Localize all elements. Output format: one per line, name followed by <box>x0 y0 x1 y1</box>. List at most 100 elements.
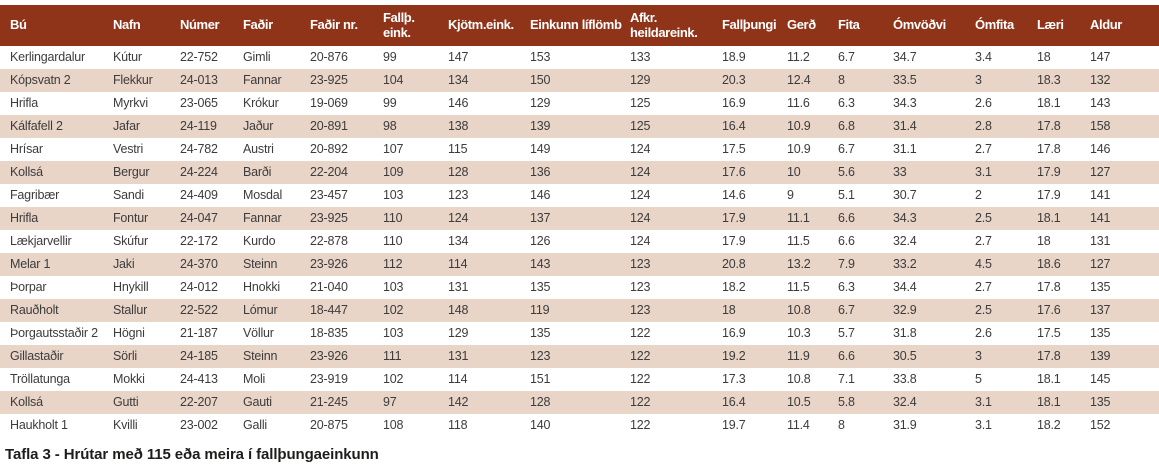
table-cell: 18-447 <box>310 303 348 317</box>
table-cell: 23-926 <box>310 349 348 363</box>
table-cell: 103 <box>383 188 404 202</box>
table-cell: 2.6 <box>975 326 992 340</box>
table-cell: 34.7 <box>893 50 917 64</box>
table-cell: 21-245 <box>310 395 348 409</box>
table-cell: Hnokki <box>243 280 281 294</box>
table-cell: 31.8 <box>893 326 917 340</box>
table-cell: 146 <box>1090 142 1111 156</box>
table-cell: 149 <box>530 142 551 156</box>
table-cell: 17.8 <box>1037 119 1061 133</box>
table-cell: 10.9 <box>787 119 811 133</box>
table-row: Tröllatunga Mokki 24-413 Moli 23-919 102 114 15… <box>0 368 1159 391</box>
table-cell: 7.9 <box>838 257 855 271</box>
table-cell: 17.5 <box>1037 326 1061 340</box>
table-cell: 5.8 <box>838 395 855 409</box>
table-cell: 137 <box>1090 303 1111 317</box>
table-cell: 20.8 <box>722 257 746 271</box>
page: Bú Nafn Númer Faðir Faðir nr. Fallþ. eink. Kjö… <box>0 5 1159 463</box>
table-cell: 136 <box>530 165 551 179</box>
table-cell: 23-925 <box>310 73 348 87</box>
table-cell: 17.3 <box>722 372 746 386</box>
table-cell: 112 <box>383 257 403 271</box>
table-cell: 18.2 <box>722 280 746 294</box>
table-cell: 30.5 <box>893 349 917 363</box>
table-cell: 6.3 <box>838 280 855 294</box>
table-cell: 134 <box>448 73 469 87</box>
table-cell: Gutti <box>113 395 139 409</box>
table-cell: 124 <box>630 165 651 179</box>
table-cell: 137 <box>530 211 551 225</box>
table-cell: 129 <box>448 326 469 340</box>
table-cell: 31.1 <box>893 142 917 156</box>
table-cell: 17.9 <box>1037 188 1061 202</box>
table-cell: Hnykill <box>113 280 149 294</box>
table-cell: 22-204 <box>310 165 348 179</box>
table-cell: 23-925 <box>310 211 348 225</box>
column-header: Fallþungi <box>712 5 777 46</box>
table-cell: 12.4 <box>787 73 811 87</box>
table-cell: 124 <box>630 142 651 156</box>
column-header: Fallþ. eink. <box>373 5 438 46</box>
table-cell: 133 <box>630 50 651 64</box>
table-cell: 152 <box>1090 418 1111 432</box>
table-cell: 18.6 <box>1037 257 1061 271</box>
table-cell: 2.7 <box>975 280 992 294</box>
table-cell: 11.5 <box>787 234 810 248</box>
table-cell: 4.5 <box>975 257 992 271</box>
table-cell: 16.4 <box>722 119 746 133</box>
table-cell: 24-409 <box>180 188 218 202</box>
table-cell: 32.9 <box>893 303 917 317</box>
table-cell: 34.3 <box>893 211 917 225</box>
table-cell: Gillastaðir <box>10 349 64 363</box>
table-cell: 10.8 <box>787 372 811 386</box>
table-cell: 34.4 <box>893 280 917 294</box>
table-cell: 135 <box>530 326 551 340</box>
table-cell: 124 <box>630 211 651 225</box>
table-cell: 18 <box>1037 50 1051 64</box>
table-cell: Jafar <box>113 119 140 133</box>
table-cell: 122 <box>630 349 651 363</box>
table-cell: Kálfafell 2 <box>10 119 63 133</box>
table-cell: Gauti <box>243 395 272 409</box>
table-cell: 10.8 <box>787 303 811 317</box>
table-cell: 33.5 <box>893 73 917 87</box>
table-cell: 3.1 <box>975 165 992 179</box>
table-row: Fagribær Sandi 24-409 Mosdal 23-457 103 123 146… <box>0 184 1159 207</box>
table-cell: 21-187 <box>180 326 218 340</box>
table-cell: 17.5 <box>722 142 746 156</box>
table-cell: 22-172 <box>180 234 218 248</box>
table-cell: Jaki <box>113 257 135 271</box>
table-cell: 23-065 <box>180 96 218 110</box>
table-cell: 18.1 <box>1037 372 1061 386</box>
table-row: Rauðholt Stallur 22-522 Lómur 18-447 102 148 11… <box>0 299 1159 322</box>
table-cell: 11.4 <box>787 418 810 432</box>
table-cell: Gimli <box>243 50 271 64</box>
column-header: Kjötm.eink. <box>438 5 520 46</box>
table-cell: 6.3 <box>838 96 855 110</box>
table-cell: 32.4 <box>893 395 917 409</box>
table-cell: 108 <box>383 418 404 432</box>
column-header: Faðir nr. <box>300 5 373 46</box>
table-cell: 16.9 <box>722 96 746 110</box>
table-cell: 30.7 <box>893 188 917 202</box>
table-cell: Lómur <box>243 303 278 317</box>
table-cell: Hrifla <box>10 96 38 110</box>
table-cell: 24-413 <box>180 372 218 386</box>
table-cell: 17.6 <box>1037 303 1061 317</box>
table-cell: 122 <box>630 395 651 409</box>
table-cell: 3 <box>975 349 982 363</box>
table-cell: 14.6 <box>722 188 746 202</box>
table-cell: 17.6 <box>722 165 746 179</box>
table-cell: 18.3 <box>1037 73 1061 87</box>
table-cell: Fagribær <box>10 188 60 202</box>
table-cell: 5 <box>975 372 982 386</box>
table-cell: 3.1 <box>975 395 992 409</box>
table-cell: 18-835 <box>310 326 348 340</box>
table-cell: Sandi <box>113 188 144 202</box>
table-cell: Haukholt 1 <box>10 418 68 432</box>
table-cell: 123 <box>630 303 651 317</box>
table-cell: Krókur <box>243 96 279 110</box>
table-row: Haukholt 1 Kvilli 23-002 Galli 20-875 108 118 1… <box>0 414 1159 437</box>
column-header: Nafn <box>103 5 170 46</box>
table-cell: 32.4 <box>893 234 917 248</box>
